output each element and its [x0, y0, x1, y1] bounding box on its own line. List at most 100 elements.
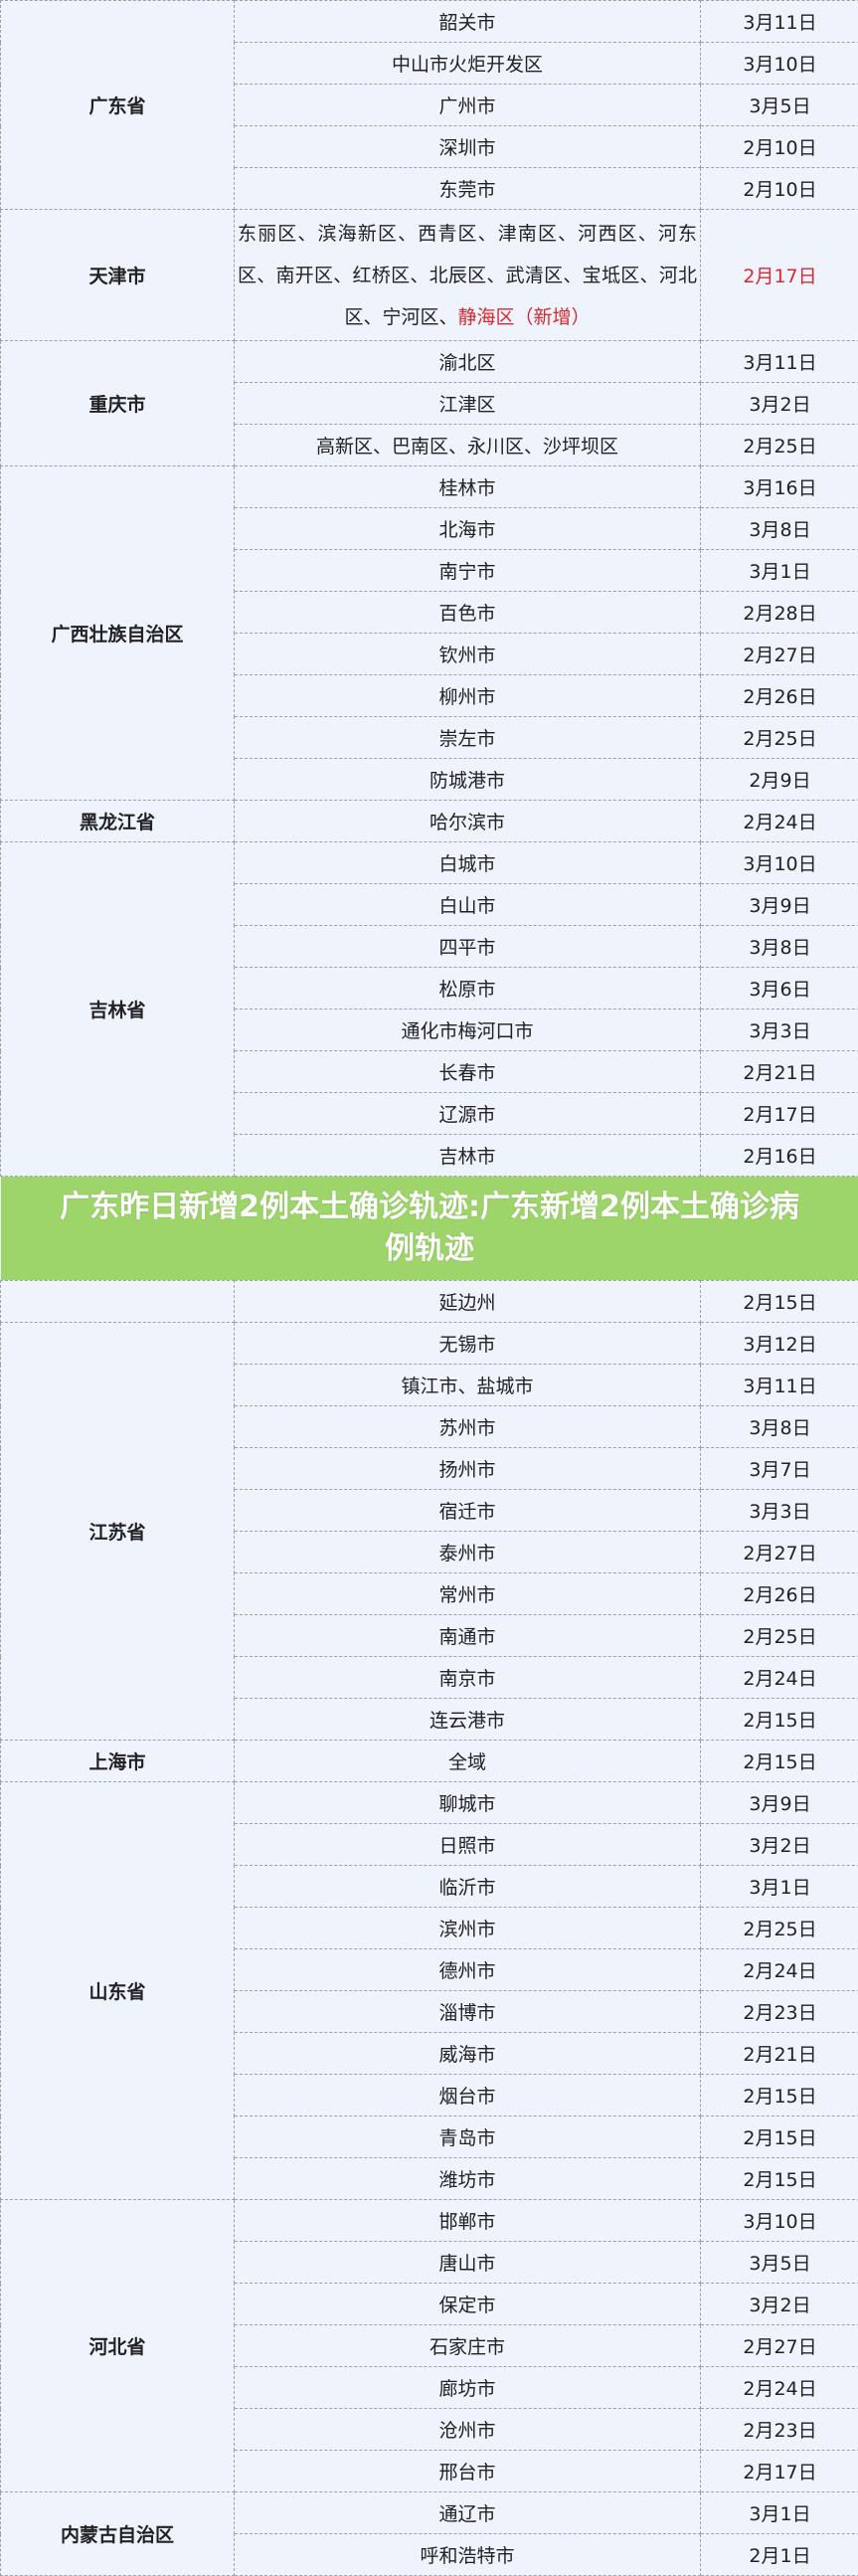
area-cell: 防城港市 [235, 759, 701, 801]
date-cell: 3月6日 [701, 968, 858, 1010]
date-cell: 3月11日 [701, 1365, 858, 1406]
date-cell: 3月7日 [701, 1448, 858, 1490]
date-cell: 2月15日 [701, 1741, 858, 1782]
area-cell: 江津区 [235, 383, 701, 425]
date-cell: 2月10日 [701, 168, 858, 210]
banner-row: 广东昨日新增2例本土确诊轨迹:广东新增2例本土确诊病例轨迹 [1, 1177, 858, 1281]
area-cell: 广州市 [235, 85, 701, 126]
area-cell: 苏州市 [235, 1406, 701, 1448]
area-cell: 柳州市 [235, 675, 701, 717]
date-cell: 2月17日 [701, 2451, 858, 2492]
date-cell: 3月9日 [701, 1782, 858, 1824]
date-cell: 3月10日 [701, 43, 858, 85]
date-cell: 3月1日 [701, 550, 858, 592]
area-cell: 威海市 [235, 2033, 701, 2075]
date-cell: 3月8日 [701, 926, 858, 968]
area-cell: 南京市 [235, 1657, 701, 1699]
date-cell: 2月21日 [701, 1051, 858, 1093]
area-cell: 百色市 [235, 592, 701, 634]
area-cell: 通化市梅河口市 [235, 1010, 701, 1051]
area-cell: 廊坊市 [235, 2367, 701, 2409]
area-cell: 常州市 [235, 1573, 701, 1615]
date-cell: 2月17日 [701, 1093, 858, 1135]
date-cell: 2月27日 [701, 634, 858, 675]
province-cell: 上海市 [1, 1741, 235, 1782]
province-cell-continued [1, 1281, 235, 1323]
area-cell: 东丽区、滨海新区、西青区、津南区、河西区、河东区、南开区、红桥区、北辰区、武清区… [235, 210, 701, 341]
area-cell: 邢台市 [235, 2451, 701, 2492]
date-cell: 2月9日 [701, 759, 858, 801]
area-cell: 沧州市 [235, 2409, 701, 2451]
province-cell: 吉林省 [1, 842, 235, 1177]
area-cell: 青岛市 [235, 2116, 701, 2158]
area-cell: 扬州市 [235, 1448, 701, 1490]
date-cell: 3月8日 [701, 508, 858, 550]
date-cell: 3月11日 [701, 1, 858, 43]
area-cell: 宿迁市 [235, 1490, 701, 1532]
area-cell: 延边州 [235, 1281, 701, 1323]
date-cell: 2月25日 [701, 717, 858, 759]
area-cell: 白城市 [235, 842, 701, 884]
date-cell: 3月3日 [701, 1490, 858, 1532]
area-cell: 四平市 [235, 926, 701, 968]
area-cell: 日照市 [235, 1824, 701, 1866]
date-cell: 3月8日 [701, 1406, 858, 1448]
date-cell: 3月2日 [701, 383, 858, 425]
date-cell: 3月11日 [701, 341, 858, 383]
area-cell: 聊城市 [235, 1782, 701, 1824]
date-cell: 2月10日 [701, 126, 858, 168]
area-cell: 松原市 [235, 968, 701, 1010]
area-cell: 邯郸市 [235, 2200, 701, 2242]
date-cell: 2月24日 [701, 801, 858, 842]
date-cell: 3月3日 [701, 1010, 858, 1051]
area-cell: 保定市 [235, 2284, 701, 2325]
date-cell: 3月10日 [701, 842, 858, 884]
province-cell: 广东省 [1, 1, 235, 210]
date-cell: 2月21日 [701, 2033, 858, 2075]
area-cell: 淄博市 [235, 1991, 701, 2033]
area-cell: 高新区、巴南区、永川区、沙坪坝区 [235, 425, 701, 466]
province-cell: 重庆市 [1, 341, 235, 466]
date-cell: 2月15日 [701, 1281, 858, 1323]
table-row: 天津市东丽区、滨海新区、西青区、津南区、河西区、河东区、南开区、红桥区、北辰区、… [1, 210, 858, 341]
province-cell: 江苏省 [1, 1323, 235, 1741]
area-cell: 镇江市、盐城市 [235, 1365, 701, 1406]
date-cell: 2月27日 [701, 2325, 858, 2367]
area-cell: 连云港市 [235, 1699, 701, 1741]
date-cell: 2月24日 [701, 1657, 858, 1699]
date-cell: 2月17日 [701, 210, 858, 341]
area-cell: 白山市 [235, 884, 701, 926]
banner-container: 广东昨日新增2例本土确诊轨迹:广东新增2例本土确诊病例轨迹 [1, 1177, 858, 1281]
date-cell: 3月16日 [701, 466, 858, 508]
date-cell: 2月1日 [701, 2534, 858, 2576]
area-cell: 韶关市 [235, 1, 701, 43]
province-cell: 黑龙江省 [1, 801, 235, 842]
date-cell: 2月26日 [701, 675, 858, 717]
date-cell: 3月2日 [701, 1824, 858, 1866]
date-cell: 3月12日 [701, 1323, 858, 1365]
area-cell: 临沂市 [235, 1866, 701, 1908]
area-cell: 呼和浩特市 [235, 2534, 701, 2576]
date-cell: 2月15日 [701, 1699, 858, 1741]
date-cell: 3月5日 [701, 85, 858, 126]
date-cell: 2月25日 [701, 1908, 858, 1949]
area-cell: 南宁市 [235, 550, 701, 592]
area-cell: 滨州市 [235, 1908, 701, 1949]
area-cell: 吉林市 [235, 1135, 701, 1177]
date-cell: 2月26日 [701, 1573, 858, 1615]
date-cell: 2月15日 [701, 2116, 858, 2158]
date-cell: 3月5日 [701, 2242, 858, 2284]
date-cell: 2月25日 [701, 1615, 858, 1657]
province-cell: 天津市 [1, 210, 235, 341]
date-cell: 2月16日 [701, 1135, 858, 1177]
